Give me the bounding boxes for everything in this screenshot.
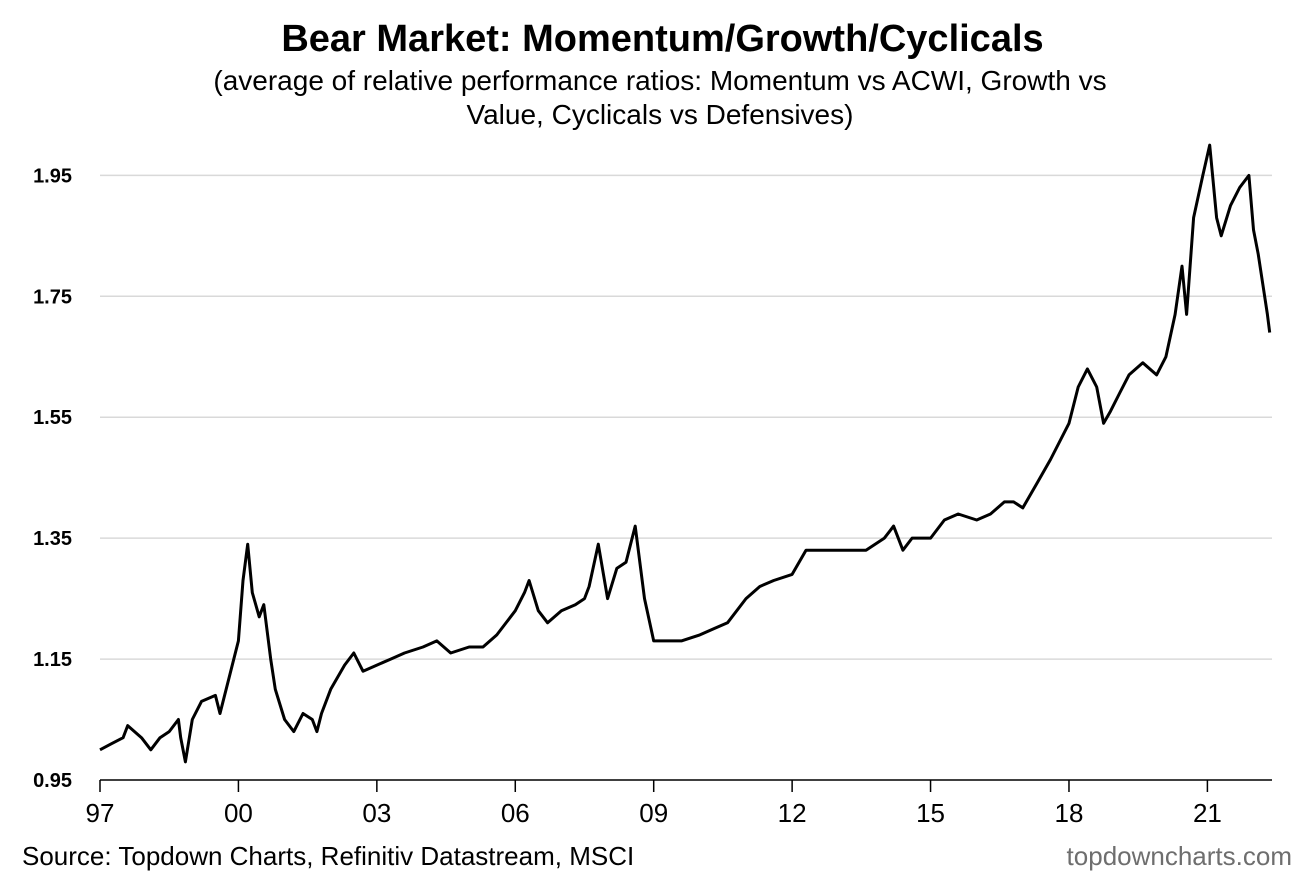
source-note: Source: Topdown Charts, Refinitiv Datast… [22,841,635,871]
series-group [99,143,1272,764]
gridlines [100,174,1272,660]
chart-title: Bear Market: Momentum/Growth/Cyclicals [281,18,1044,60]
watermark: topdowncharts.com [1066,841,1292,871]
chart-subtitle-line-2: Value, Cyclicals vs Defensives) [466,99,854,130]
x-axis-ticks: 97 00 03 06 09 12 15 18 21 [86,780,1222,828]
y-tick-label: 1.15 [33,649,72,671]
y-tick-label: 1.35 [33,528,72,550]
x-tick-label: 09 [639,798,668,828]
y-axis-ticks: 0.95 1.15 1.35 1.55 1.75 1.95 [33,165,72,792]
y-tick-label: 1.75 [33,286,72,308]
y-tick-label: 0.95 [33,770,72,792]
x-tick-label: 06 [501,798,530,828]
x-tick-label: 18 [1055,798,1084,828]
x-tick-label: 03 [362,798,391,828]
x-tick-label: 21 [1193,798,1222,828]
x-tick-label: 00 [224,798,253,828]
x-tick-label: 15 [916,798,945,828]
x-tick-label: 97 [86,798,115,828]
chart-subtitle: (average of relative performance ratios:… [160,64,1160,132]
y-tick-label: 1.95 [33,165,72,187]
series-line [99,143,1272,764]
x-tick-label: 12 [778,798,807,828]
chart-subtitle-line-1: (average of relative performance ratios:… [213,65,1107,96]
y-tick-label: 1.55 [33,407,72,429]
